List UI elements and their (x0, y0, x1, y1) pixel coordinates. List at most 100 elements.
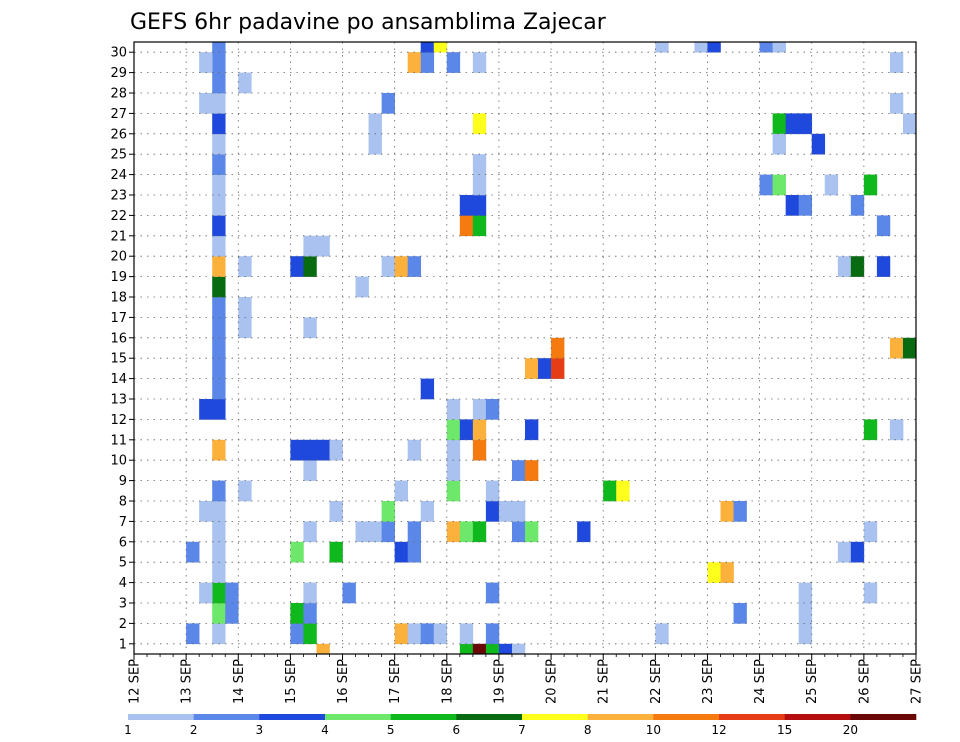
y-tick-label: 5 (119, 556, 127, 571)
data-cell (707, 42, 721, 53)
data-cell (902, 337, 917, 359)
y-tick-label: 19 (110, 270, 127, 285)
data-cell (212, 276, 226, 298)
x-tick-label: 22 SEP (649, 659, 664, 704)
x-tick-label: 14 SEP (232, 659, 247, 704)
colorbar-swatch (653, 714, 720, 720)
data-cell (525, 358, 539, 379)
data-cell (798, 582, 813, 604)
data-cell (472, 643, 487, 655)
data-cell (420, 501, 435, 522)
colorbar-label: 12 (711, 723, 726, 737)
data-cell (459, 419, 474, 441)
colorbar-swatch (587, 714, 654, 720)
data-cell (407, 52, 422, 73)
data-cell (199, 93, 213, 114)
data-cell (863, 582, 878, 604)
data-cell (238, 480, 252, 502)
data-cell (472, 419, 487, 441)
colorbar: 1 2 3 4 5 6 7 8 10 12 15 20 (124, 714, 917, 737)
data-cell (316, 439, 330, 461)
colorbar-swatch (193, 714, 260, 720)
data-cell (759, 42, 773, 53)
data-cell (303, 603, 317, 624)
data-cell (225, 603, 239, 624)
data-cell (472, 52, 487, 73)
data-cell (876, 215, 891, 237)
data-cell (498, 643, 513, 655)
data-cell (433, 42, 448, 53)
colorbar-label: 6 (453, 723, 461, 737)
y-tick-label: 28 (110, 87, 127, 102)
data-cell (212, 358, 226, 379)
colorbar-label: 4 (321, 723, 329, 737)
colorbar-label: 10 (646, 723, 661, 737)
data-cell (342, 582, 356, 604)
x-tick-label: 16 SEP (336, 659, 351, 704)
x-tick-label: 13 SEP (180, 659, 195, 704)
x-tick-label: 19 SEP (492, 659, 507, 704)
data-cell (446, 419, 461, 441)
data-cell (186, 623, 200, 645)
x-tick-label: 25 SEP (805, 659, 820, 704)
data-cell (485, 623, 500, 645)
colorbar-label: 2 (190, 723, 198, 737)
colorbar-swatch (850, 714, 917, 720)
data-cell (316, 643, 330, 655)
data-cell (446, 52, 461, 73)
colorbar-label: 15 (777, 723, 792, 737)
y-tick-label: 25 (110, 148, 127, 163)
data-cell (655, 42, 669, 53)
y-tick-label: 6 (119, 535, 127, 550)
data-cell (212, 174, 226, 196)
data-cell (303, 317, 317, 339)
data-cell (303, 623, 317, 645)
y-axis: 1234567891011121314151617181920212223242… (110, 46, 134, 652)
data-cell (616, 480, 630, 502)
y-tick-label: 10 (110, 454, 127, 469)
colorbar-swatch (128, 714, 194, 720)
y-tick-label: 30 (110, 46, 127, 61)
data-cell (772, 133, 786, 155)
data-cell (394, 480, 408, 502)
data-cell (472, 195, 487, 216)
data-cell (498, 501, 513, 522)
data-cell (212, 256, 226, 277)
data-cell (472, 521, 487, 543)
data-cell (824, 174, 839, 196)
data-cell (212, 562, 226, 583)
data-cell (511, 521, 526, 543)
data-cell (212, 337, 226, 359)
data-cell (511, 643, 526, 655)
y-tick-label: 15 (110, 352, 127, 367)
data-cell (759, 174, 773, 196)
data-cell (420, 42, 435, 53)
data-cell (420, 52, 435, 73)
data-cell (212, 521, 226, 543)
data-cell (889, 419, 904, 441)
data-cell (303, 460, 317, 481)
data-cell (355, 276, 369, 298)
data-cell (511, 460, 526, 481)
data-cell (472, 154, 487, 175)
data-cell (212, 603, 226, 624)
data-cell (186, 541, 200, 563)
data-cell (485, 399, 500, 420)
data-cell (381, 256, 395, 277)
data-cell (785, 113, 799, 135)
x-tick-label: 18 SEP (440, 659, 455, 704)
data-cell (290, 603, 304, 624)
data-cell (551, 337, 565, 359)
data-cell (707, 562, 721, 583)
grid-lines (134, 42, 916, 654)
y-tick-label: 3 (119, 597, 127, 612)
data-cell (863, 419, 878, 441)
data-cell (303, 256, 317, 277)
y-tick-label: 4 (119, 576, 127, 591)
y-tick-label: 29 (110, 66, 127, 81)
data-cell (303, 235, 317, 257)
data-cell (811, 133, 826, 155)
x-tick-label: 20 SEP (545, 659, 560, 704)
colorbar-swatch (522, 714, 588, 720)
data-cell (902, 113, 917, 135)
